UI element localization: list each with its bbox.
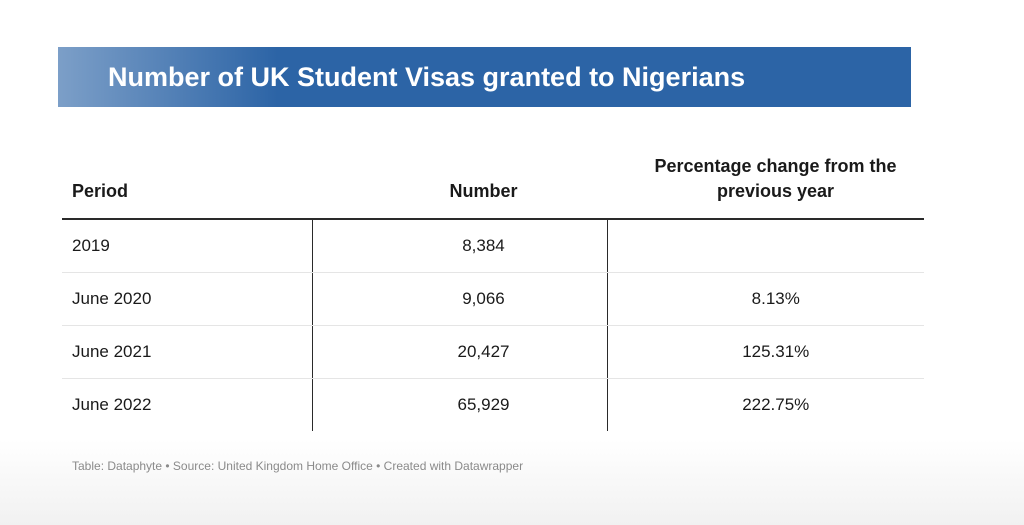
title-banner: Number of UK Student Visas granted to Ni… [58,47,911,107]
header-number: Number [312,150,607,220]
chart-title: Number of UK Student Visas granted to Ni… [108,62,746,92]
table-row: June 2022 65,929 222.75% [62,378,924,431]
cell-period: 2019 [62,219,312,273]
header-pct-change: Percentage change from the previous year [607,150,924,220]
header-row: Period Number Percentage change from the… [62,150,924,220]
cell-number: 20,427 [311,325,608,379]
cell-pct-change: 125.31% [607,325,924,379]
data-table-container: Period Number Percentage change from the… [62,150,924,431]
cell-period: June 2022 [72,394,152,414]
cell-pct-change: 222.75% [742,394,810,414]
bottom-fade [0,440,1024,525]
visa-table: Period Number Percentage change from the… [62,150,924,431]
source-footer: Table: Dataphyte • Source: United Kingdo… [72,459,524,473]
cell-pct-change: 8.13% [607,272,924,326]
header-period: Period [62,150,312,220]
cell-number: 65,929 [311,378,608,431]
cell-number: 8,384 [311,219,608,273]
cell-period: June 2021 [62,325,312,379]
table-row: 2019 8,384 [62,219,924,273]
table-row: June 2020 9,066 8.13% [62,272,924,326]
table-row: June 2021 20,427 125.31% [62,325,924,379]
cell-period: June 2020 [62,272,312,326]
cell-pct-change [607,219,924,273]
cell-number: 9,066 [311,272,608,326]
